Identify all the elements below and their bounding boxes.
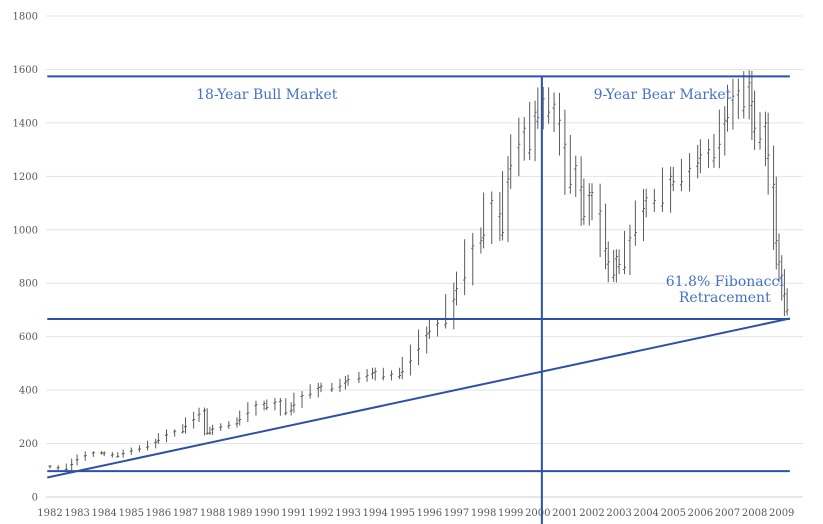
x-tick-label: 1985 xyxy=(119,508,144,519)
x-tick-label: 2009 xyxy=(769,508,794,519)
y-tick-label: 1600 xyxy=(13,65,38,76)
x-tick-label: 1998 xyxy=(471,508,496,519)
y-tick-label: 200 xyxy=(19,439,38,450)
x-tick-label: 1992 xyxy=(308,508,333,519)
x-tick-label: 1989 xyxy=(227,508,252,519)
annotation-fibonacci-line1: 61.8% Fibonacci xyxy=(666,274,785,290)
x-tick-label: 1988 xyxy=(200,508,225,519)
x-tick-label: 1999 xyxy=(498,508,523,519)
x-tick-label: 2000 xyxy=(525,508,550,519)
x-tick-label: 1990 xyxy=(254,508,279,519)
annotations: 18-Year Bull Market 9-Year Bear Market 6… xyxy=(196,87,784,306)
x-tick-label: 2001 xyxy=(552,508,577,519)
x-tick-label: 2008 xyxy=(742,508,767,519)
y-tick-label: 1000 xyxy=(13,225,38,236)
trend-lines xyxy=(47,75,791,524)
x-tick-label: 1987 xyxy=(173,508,198,519)
y-tick-label: 1800 xyxy=(13,12,38,23)
x-tick-label: 2003 xyxy=(606,508,631,519)
y-tick-label: 1200 xyxy=(13,172,38,183)
trend-line-0 xyxy=(47,317,791,479)
x-tick-label: 1995 xyxy=(390,508,415,519)
x-tick-label: 2002 xyxy=(579,508,604,519)
annotation-fibonacci-line2: Retracement xyxy=(679,290,771,306)
x-tick-label: 1982 xyxy=(37,508,62,519)
x-tick-label: 2005 xyxy=(661,508,686,519)
y-axis-ticks: 0 200 400 600 800 1000 1200 1400 1600 1800 xyxy=(13,12,38,504)
x-axis-ticks: 1982 1983 1984 1985 1986 1987 1988 1989 1990 1991… xyxy=(37,508,794,519)
x-tick-label: 1994 xyxy=(362,508,387,519)
x-tick-label: 1997 xyxy=(444,508,469,519)
y-tick-label: 0 xyxy=(32,493,38,504)
x-tick-label: 1986 xyxy=(146,508,171,519)
price-bars xyxy=(48,70,789,471)
x-tick-label: 1993 xyxy=(335,508,360,519)
x-tick-label: 2004 xyxy=(633,508,658,519)
x-tick-label: 1991 xyxy=(281,508,306,519)
y-tick-label: 400 xyxy=(19,386,38,397)
y-tick-label: 600 xyxy=(19,332,38,343)
y-tick-label: 800 xyxy=(19,279,38,290)
x-tick-label: 2007 xyxy=(715,508,740,519)
x-tick-label: 1983 xyxy=(64,508,89,519)
x-tick-label: 2006 xyxy=(688,508,713,519)
annotation-bull-market: 18-Year Bull Market xyxy=(196,87,338,103)
x-tick-label: 1996 xyxy=(417,508,442,519)
annotation-bear-market: 9-Year Bear Market xyxy=(594,87,732,103)
gridlines xyxy=(46,15,803,498)
x-tick-label: 1984 xyxy=(91,508,116,519)
y-tick-label: 1400 xyxy=(13,118,38,129)
